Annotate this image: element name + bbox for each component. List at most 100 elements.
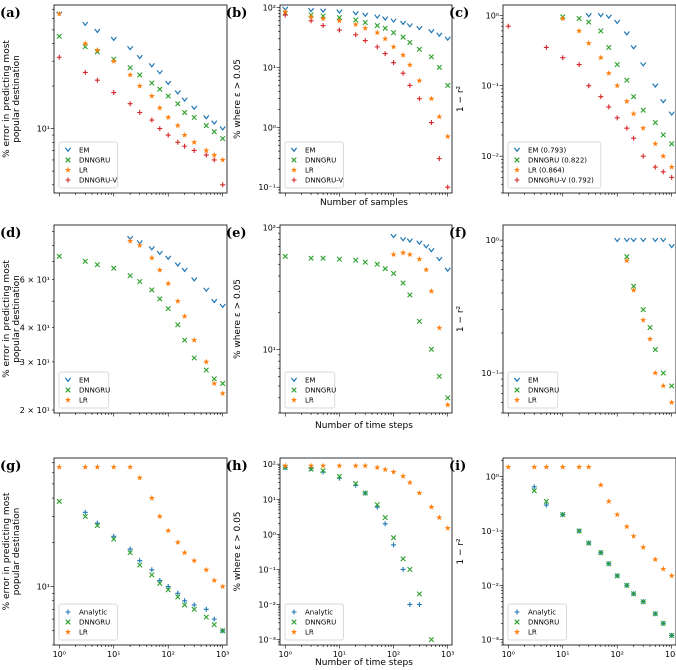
legend-marker <box>65 177 71 183</box>
data-point <box>416 255 423 262</box>
data-point <box>400 280 406 286</box>
y-tick-label: 10² <box>263 224 276 233</box>
data-point <box>82 21 89 27</box>
data-point <box>505 463 512 470</box>
data-point <box>416 591 423 597</box>
data-point <box>390 29 397 36</box>
data-point <box>127 546 133 552</box>
legend-box <box>284 371 336 409</box>
data-point <box>669 174 675 180</box>
data-point <box>416 96 422 102</box>
data-point <box>630 533 637 539</box>
data-point <box>436 324 443 331</box>
y-tick-label: 10⁻² <box>481 581 499 590</box>
legend-label: DNNGRU <box>305 619 336 627</box>
legend-box <box>284 603 344 641</box>
legend-marker <box>65 387 71 393</box>
panel-label-b: (b) <box>226 6 247 21</box>
data-point <box>543 498 550 505</box>
data-point <box>127 550 133 556</box>
data-point <box>211 376 217 382</box>
data-point <box>211 129 217 135</box>
legend-marker <box>514 157 520 163</box>
data-point <box>624 254 630 260</box>
data-point <box>624 125 630 131</box>
legend-label: DNNGRU <box>79 619 110 627</box>
legend-box <box>507 371 559 409</box>
legend-label: DNNGRU <box>528 387 559 395</box>
data-point <box>165 80 172 86</box>
data-point <box>374 22 380 29</box>
y-tick-label: 10¹ <box>37 583 50 592</box>
data-point <box>219 380 226 387</box>
data-point <box>597 54 604 61</box>
data-point <box>320 8 327 14</box>
panels-layer: (a)10¹% error in predicting most popular … <box>0 3 676 659</box>
axes-frame-f <box>502 224 676 414</box>
data-point <box>308 18 314 24</box>
data-point <box>136 82 143 89</box>
data-point <box>585 463 592 470</box>
data-point <box>127 272 133 279</box>
legend-label: LR <box>79 629 88 637</box>
data-point <box>137 558 143 564</box>
data-point <box>614 511 621 518</box>
legend-label: DNNGRU <box>305 387 336 395</box>
data-point <box>362 25 369 31</box>
data-point <box>203 122 209 129</box>
data-point <box>585 40 592 46</box>
data-point <box>623 31 630 36</box>
data-point <box>586 540 592 546</box>
legend-label: DNNGRU-V <box>79 177 117 185</box>
data-point <box>652 346 658 353</box>
data-point <box>175 322 181 328</box>
legend-a: EM DNNGRU LR DNNGRU-V <box>58 141 118 189</box>
data-point <box>652 164 658 170</box>
legend-label: Analytic <box>528 609 556 617</box>
data-point <box>127 101 133 107</box>
legend-label: LR <box>305 397 314 405</box>
legend-box <box>284 141 344 189</box>
data-point <box>614 115 620 121</box>
data-point <box>181 313 188 319</box>
data-point <box>165 280 172 287</box>
data-point <box>175 594 181 600</box>
y-axis-label: popular destination <box>12 275 22 363</box>
legend-marker <box>513 147 521 153</box>
data-point <box>652 611 658 617</box>
data-point <box>219 390 226 396</box>
data-point <box>630 110 637 117</box>
data-point <box>174 539 181 545</box>
data-point <box>668 243 675 249</box>
y-tick-label: 10¹ <box>263 495 276 504</box>
data-point <box>640 237 647 243</box>
data-point <box>156 266 163 273</box>
legend-marker <box>514 177 520 183</box>
data-point <box>362 19 368 26</box>
data-point <box>156 104 163 111</box>
series-lr <box>282 8 451 140</box>
legend-marker <box>513 396 521 403</box>
series-dnngru <box>56 498 226 634</box>
data-point <box>56 498 62 505</box>
y-axis-label: % error in predicting most <box>2 40 12 158</box>
data-point <box>382 514 388 521</box>
series-lr <box>56 10 226 163</box>
data-point <box>203 606 209 612</box>
data-point <box>352 10 359 16</box>
data-point <box>82 513 88 520</box>
data-point <box>111 90 117 96</box>
y-tick-label: 10⁻³ <box>258 636 276 645</box>
data-point <box>444 401 451 408</box>
data-point <box>576 15 582 22</box>
series-dnngru-v <box>56 54 226 188</box>
data-point <box>400 34 406 40</box>
data-point <box>165 93 171 99</box>
data-point <box>336 256 343 262</box>
data-point <box>82 463 89 470</box>
data-point <box>136 242 143 248</box>
y-tick-label: 10² <box>263 3 276 12</box>
series-lr <box>505 463 675 579</box>
data-point <box>308 462 315 469</box>
data-point <box>336 17 343 24</box>
